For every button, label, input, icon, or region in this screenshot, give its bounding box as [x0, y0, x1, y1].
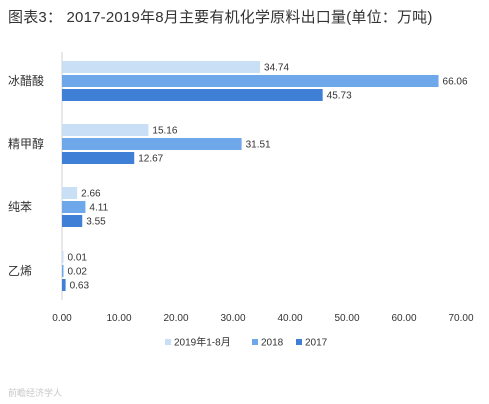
bar	[62, 215, 83, 227]
data-label: 34.74	[264, 63, 289, 74]
x-tick-label: 70.00	[448, 313, 473, 324]
legend-swatch	[296, 339, 302, 345]
bar	[62, 89, 323, 101]
data-label: 66.06	[443, 77, 468, 88]
data-label: 0.01	[68, 253, 88, 264]
x-tick-label: 10.00	[106, 313, 131, 324]
bar	[62, 265, 64, 277]
x-tick-label: 20.00	[163, 313, 188, 324]
legend-swatch	[165, 339, 171, 345]
x-tick-label: 50.00	[334, 313, 359, 324]
data-label: 0.02	[68, 267, 88, 278]
data-label: 31.51	[246, 140, 271, 151]
bar	[62, 187, 78, 199]
labels-layer: 冰醋酸 34.74 66.06 45.73 精甲醇 15.16 31.51 12.67 纯苯 2.…	[8, 63, 468, 292]
data-label: 4.11	[89, 203, 108, 214]
data-label: 45.73	[327, 91, 352, 102]
category-label: 冰醋酸	[8, 73, 44, 88]
bar	[62, 138, 242, 150]
bar	[62, 251, 64, 263]
legend-label: 2019年1-8月	[174, 336, 231, 349]
legend-label: 2017	[305, 338, 328, 349]
chart-title: 图表3： 2017-2019年8月主要有机化学原料出口量(单位：万吨)	[8, 9, 433, 26]
data-label: 15.16	[152, 126, 177, 137]
bar	[62, 279, 66, 291]
bars-layer	[62, 61, 439, 291]
x-tick-label: 40.00	[277, 313, 302, 324]
bar	[62, 75, 439, 87]
bar	[62, 124, 149, 136]
x-tick-label: 30.00	[220, 313, 245, 324]
bar	[62, 61, 261, 73]
data-label: 2.66	[81, 189, 101, 200]
category-label: 精甲醇	[8, 136, 44, 151]
x-tick-label: 0.00	[52, 313, 72, 324]
source-watermark: 前瞻经济学人	[8, 388, 63, 398]
legend-swatch	[252, 339, 258, 345]
category-label: 乙烯	[8, 264, 32, 278]
legend-label: 2018	[261, 338, 284, 349]
data-label: 3.55	[86, 217, 106, 228]
bar	[62, 152, 135, 164]
bar	[62, 201, 86, 213]
data-label: 0.63	[70, 281, 90, 292]
category-label: 纯苯	[8, 200, 32, 214]
legend: 2019年1-8月 2018 2017	[165, 336, 328, 349]
x-tick-label: 60.00	[391, 313, 416, 324]
data-label: 12.67	[138, 154, 163, 165]
